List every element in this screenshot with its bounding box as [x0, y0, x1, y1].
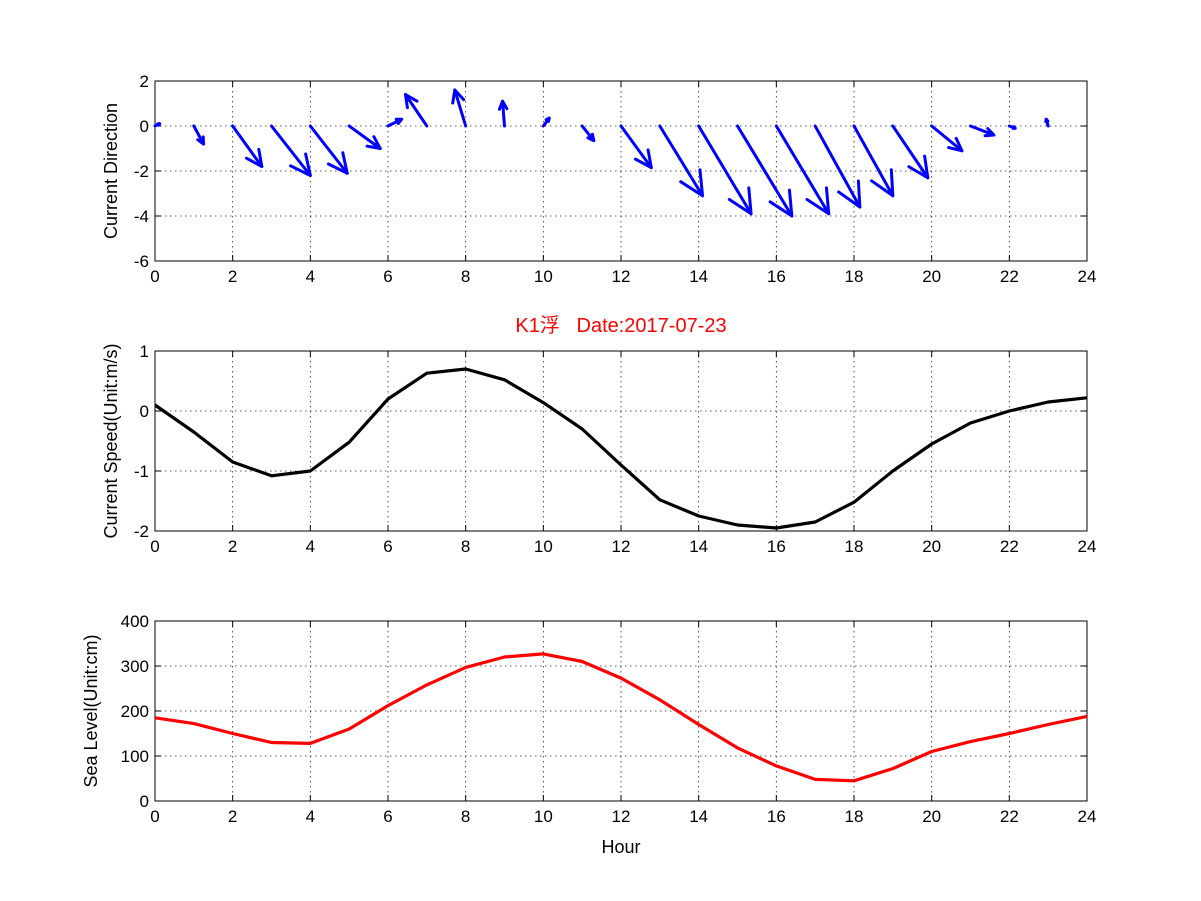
x-tick-label: 16 [767, 807, 786, 826]
y-tick-label: 2 [140, 72, 149, 91]
quiver-arrow [1044, 117, 1050, 128]
quiver-arrow [153, 122, 162, 128]
x-tick-label: 22 [1000, 267, 1019, 286]
quiver-arrow [930, 124, 964, 153]
x-tick-label: 16 [767, 537, 786, 556]
quiver-arrow [736, 124, 794, 218]
x-tick-label: 22 [1000, 807, 1019, 826]
y-tick-label: 1 [140, 342, 149, 361]
quiver-arrow [270, 124, 312, 177]
x-tick-label: 18 [845, 537, 864, 556]
quiver-arrow [891, 124, 930, 180]
quiver-arrow [347, 124, 382, 150]
x-tick-label: 12 [612, 537, 631, 556]
quiver-arrow [451, 88, 468, 128]
x-tick-label: 22 [1000, 537, 1019, 556]
x-tick-label: 24 [1078, 267, 1097, 286]
y-axis-label: Current Direction [101, 103, 121, 239]
x-tick-label: 14 [689, 807, 708, 826]
x-tick-label: 10 [534, 537, 553, 556]
x-tick-label: 10 [534, 807, 553, 826]
x-tick-label: 20 [922, 537, 941, 556]
x-tick-label: 12 [612, 807, 631, 826]
y-tick-label: -2 [134, 522, 149, 541]
x-tick-label: 12 [612, 267, 631, 286]
x-tick-label: 8 [461, 267, 470, 286]
x-tick-label: 0 [150, 267, 159, 286]
quiver-arrow [1007, 124, 1017, 130]
x-tick-label: 18 [845, 267, 864, 286]
x-tick-label: 0 [150, 537, 159, 556]
y-tick-label: -6 [134, 252, 149, 271]
quiver-arrow [192, 124, 206, 146]
x-tick-label: 6 [383, 537, 392, 556]
x-tick-label: 6 [383, 807, 392, 826]
quiver-arrow [541, 116, 551, 128]
x-tick-label: 14 [689, 537, 708, 556]
x-tick-label: 8 [461, 807, 470, 826]
quiver-arrow [658, 124, 705, 198]
quiver-arrow [619, 124, 653, 170]
quiver-arrow [774, 124, 831, 216]
chart-title: K1浮 Date:2017-07-23 [515, 314, 726, 337]
x-tick-label: 24 [1078, 807, 1097, 826]
quiver-arrow [403, 93, 429, 128]
y-tick-label: 0 [140, 402, 149, 421]
quiver-arrow [497, 99, 509, 128]
x-axis-label: Hour [601, 837, 640, 857]
quiver-arrow [231, 124, 264, 168]
quiver-arrow [308, 124, 349, 175]
quiver-arrow [813, 124, 862, 209]
quiver-arrow [386, 117, 404, 128]
x-tick-label: 14 [689, 267, 708, 286]
y-tick-label: 400 [121, 612, 149, 631]
x-tick-label: 2 [228, 537, 237, 556]
x-tick-label: 18 [845, 807, 864, 826]
x-tick-label: 16 [767, 267, 786, 286]
y-tick-label: 300 [121, 657, 149, 676]
quiver-arrow [852, 124, 895, 198]
x-tick-label: 10 [534, 267, 553, 286]
y-tick-label: 100 [121, 747, 149, 766]
y-tick-label: 0 [140, 792, 149, 811]
y-tick-label: 200 [121, 702, 149, 721]
y-axis-label: Current Speed(Unit:m/s) [101, 343, 121, 538]
x-tick-label: 8 [461, 537, 470, 556]
series-line [154, 652, 1088, 783]
x-tick-label: 2 [228, 267, 237, 286]
x-tick-label: 2 [228, 807, 237, 826]
x-tick-label: 0 [150, 807, 159, 826]
y-axis-label: Sea Level(Unit:cm) [81, 634, 101, 787]
y-tick-label: -2 [134, 162, 149, 181]
x-tick-label: 6 [383, 267, 392, 286]
x-tick-label: 4 [306, 807, 315, 826]
y-tick-label: 0 [140, 117, 149, 136]
quiver-arrow [580, 124, 596, 143]
quiver-arrow [969, 124, 996, 138]
x-tick-label: 24 [1078, 537, 1097, 556]
x-tick-label: 20 [922, 267, 941, 286]
x-tick-label: 20 [922, 807, 941, 826]
x-tick-label: 4 [306, 267, 315, 286]
series-line [154, 367, 1088, 530]
x-tick-label: 4 [306, 537, 315, 556]
y-tick-label: -1 [134, 462, 149, 481]
quiver-arrow [697, 124, 753, 216]
y-tick-label: -4 [134, 207, 149, 226]
